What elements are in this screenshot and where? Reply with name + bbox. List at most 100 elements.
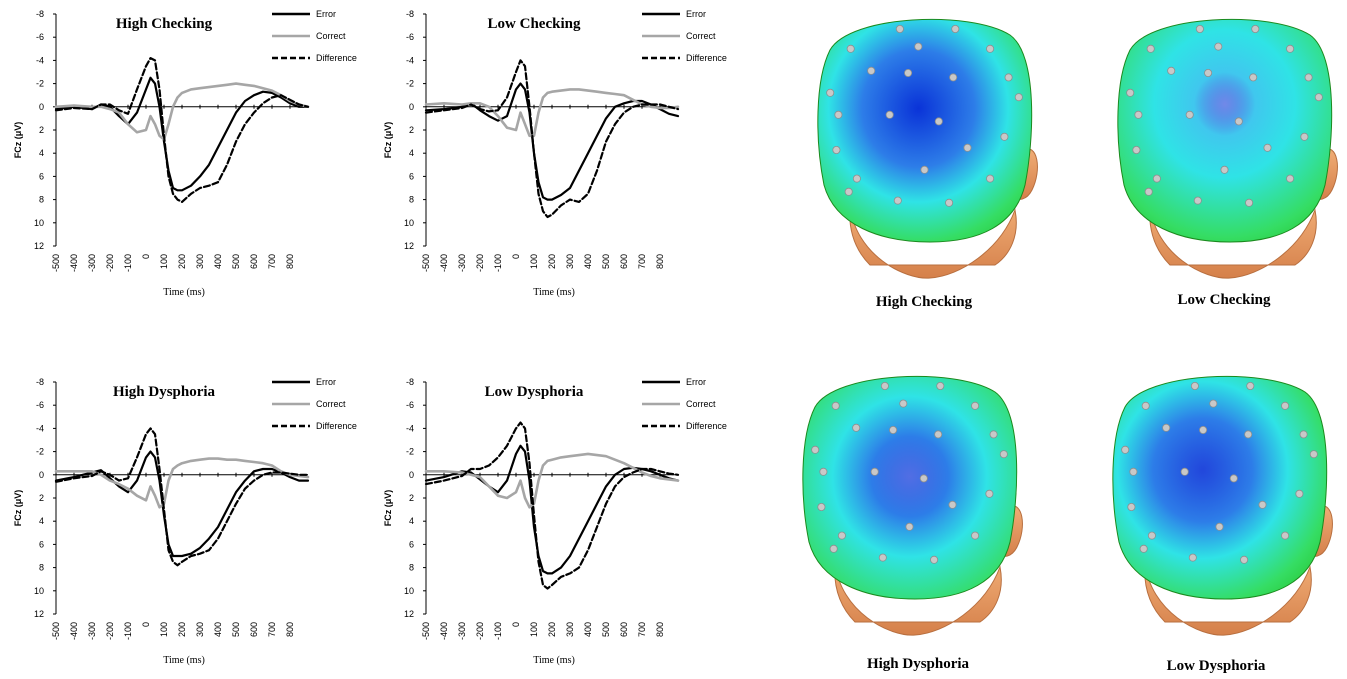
y-axis-label: FCz (μV) (13, 122, 23, 159)
x-tick-label: -100 (123, 254, 133, 272)
x-tick-label: -300 (457, 622, 467, 640)
x-axis-label: Time (ms) (533, 655, 575, 666)
series-line-correct (54, 457, 310, 509)
electrode (934, 430, 943, 439)
electrode (885, 110, 894, 119)
electrode (951, 24, 960, 33)
x-tick-label: 200 (177, 254, 187, 269)
legend-label-correct: Correct (686, 31, 716, 41)
electrode (920, 165, 929, 174)
y-tick-label: 12 (34, 241, 44, 251)
erp-chart-2: -8 -6 -4 -2 0 2 4 6 8 10 12 -500 -400 -300 -200 -100 0 10… (13, 377, 357, 666)
y-tick-label: 0 (39, 470, 44, 480)
electrode (1167, 66, 1176, 75)
x-tick-label: 600 (249, 254, 259, 269)
y-tick-label: 4 (39, 148, 44, 158)
electrode (1199, 426, 1208, 435)
erp-chart-3: -8 -6 -4 -2 0 2 4 6 8 10 12 -500 -400 -300 -200 -100 0 10… (383, 377, 727, 666)
electrode (831, 401, 840, 410)
electrode (1188, 553, 1197, 562)
topomap-low-checking (1110, 10, 1340, 295)
x-tick-label: 700 (637, 622, 647, 637)
scalp-map (1112, 375, 1328, 600)
electrode (834, 110, 843, 119)
electrode (880, 381, 889, 390)
electrode (1141, 401, 1150, 410)
x-tick-label: 300 (195, 622, 205, 637)
electrode (1258, 500, 1267, 509)
series-line-difference (54, 427, 310, 567)
electrode (919, 474, 928, 483)
chart-title: High Dysphoria (113, 384, 216, 400)
y-tick-label: -4 (36, 55, 44, 65)
x-tick-label: 200 (547, 254, 557, 269)
face (1144, 561, 1312, 636)
topomap-low-dysphoria (1105, 367, 1335, 652)
electrode (1240, 555, 1249, 564)
scalp-map (817, 18, 1033, 243)
x-tick-label: -100 (493, 622, 503, 640)
electrode (852, 423, 861, 432)
y-tick-label: 6 (39, 539, 44, 549)
y-tick-label: -2 (36, 447, 44, 457)
y-tick-label: 0 (409, 470, 414, 480)
x-tick-label: -100 (123, 622, 133, 640)
y-tick-label: 8 (39, 195, 44, 205)
scalp-map (802, 375, 1018, 600)
electrode (1121, 445, 1130, 454)
series-line-error (424, 82, 680, 201)
electrode (846, 44, 855, 53)
x-tick-label: -200 (105, 254, 115, 272)
y-tick-label: 4 (409, 148, 414, 158)
x-tick-label: 500 (231, 254, 241, 269)
electrode (844, 187, 853, 196)
electrode (914, 42, 923, 51)
x-tick-label: 500 (601, 622, 611, 637)
series-line-correct (424, 88, 680, 138)
electrode (989, 430, 998, 439)
series-line-correct (424, 452, 680, 509)
electrode (1245, 198, 1254, 207)
x-tick-label: 0 (141, 622, 151, 627)
electrode (948, 500, 957, 509)
x-tick-label: -300 (457, 254, 467, 272)
x-tick-label: 300 (565, 254, 575, 269)
y-tick-label: -6 (36, 32, 44, 42)
legend-label-difference: Difference (316, 421, 357, 431)
x-tick-label: -200 (105, 622, 115, 640)
legend-label-correct: Correct (316, 31, 346, 41)
electrode (895, 24, 904, 33)
electrode (1162, 423, 1171, 432)
series-line-error (54, 76, 310, 192)
x-tick-label: -500 (421, 622, 431, 640)
electrode (971, 401, 980, 410)
x-tick-label: -500 (51, 622, 61, 640)
chart-title: Low Dysphoria (485, 384, 584, 400)
chart-title: High Checking (116, 16, 213, 32)
electrode (904, 69, 913, 78)
electrode (1146, 44, 1155, 53)
x-tick-label: 400 (213, 622, 223, 637)
electrode (905, 522, 914, 531)
x-tick-label: 0 (511, 254, 521, 259)
x-tick-label: 0 (141, 254, 151, 259)
electrode (1014, 93, 1023, 102)
chart-title: Low Checking (488, 16, 581, 32)
topomap-high-dysphoria (795, 367, 1025, 652)
y-tick-label: 0 (409, 102, 414, 112)
electrode (1281, 401, 1290, 410)
electrode (1246, 381, 1255, 390)
y-tick-label: 12 (404, 609, 414, 619)
x-tick-label: 800 (655, 254, 665, 269)
electrode (811, 445, 820, 454)
electrode (1220, 165, 1229, 174)
x-tick-label: 800 (285, 254, 295, 269)
electrode (1209, 399, 1218, 408)
electrode (1127, 502, 1136, 511)
electrode (934, 117, 943, 126)
topomap-caption-high-dysphoria: High Dysphoria (866, 656, 970, 672)
x-tick-label: -500 (51, 254, 61, 272)
y-tick-label: 4 (409, 516, 414, 526)
electrode (985, 489, 994, 498)
